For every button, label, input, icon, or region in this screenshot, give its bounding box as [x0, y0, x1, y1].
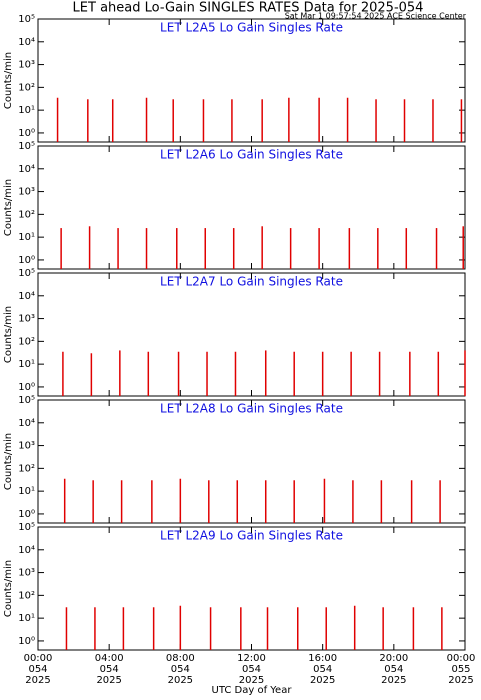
- y-tick-label: 10⁰: [18, 255, 35, 266]
- panel-title: LET L2A5 Lo Gain Singles Rate: [160, 21, 343, 35]
- x-tick-label: 2025: [25, 675, 50, 686]
- y-tick-label: 10⁵: [18, 395, 35, 406]
- y-tick-label: 10¹: [18, 232, 35, 243]
- y-tick-label: 10⁵: [18, 268, 35, 279]
- y-tick-label: 10²: [18, 209, 35, 220]
- y-tick-label: 10²: [18, 82, 35, 93]
- x-tick-label: 054: [313, 664, 332, 675]
- x-tick-label: 00:00: [447, 653, 476, 664]
- x-tick-label: 00:00: [24, 653, 53, 664]
- y-tick-label: 10⁵: [18, 14, 35, 25]
- y-tick-label: 10²: [18, 336, 35, 347]
- x-tick-label: 054: [171, 664, 190, 675]
- y-tick-label: 10³: [18, 187, 35, 198]
- x-tick-label: 054: [28, 664, 47, 675]
- y-axis-label: Counts/min: [3, 179, 14, 236]
- y-tick-label: 10³: [18, 441, 35, 452]
- x-tick-label: 12:00: [237, 653, 266, 664]
- panel-title: LET L2A6 Lo Gain Singles Rate: [160, 148, 343, 162]
- y-tick-label: 10⁵: [18, 522, 35, 533]
- panel-title: LET L2A9 Lo Gain Singles Rate: [160, 529, 343, 543]
- x-tick-label: 2025: [310, 675, 335, 686]
- y-tick-label: 10²: [18, 590, 35, 601]
- y-tick-label: 10⁴: [18, 418, 35, 429]
- y-tick-label: 10¹: [18, 359, 35, 370]
- y-axis-label: Counts/min: [3, 306, 14, 363]
- y-tick-label: 10⁴: [18, 545, 35, 556]
- y-tick-label: 10⁴: [18, 291, 35, 302]
- y-tick-label: 10¹: [18, 486, 35, 497]
- x-tick-label: 2025: [448, 675, 473, 686]
- y-tick-label: 10³: [18, 314, 35, 325]
- x-tick-label: 055: [451, 664, 470, 675]
- page-subtitle: Sat Mar 1 09:57:54 2025 ACE Science Cent…: [285, 12, 467, 21]
- x-tick-label: 2025: [96, 675, 121, 686]
- x-axis-label: UTC Day of Year: [212, 685, 293, 696]
- panel-title: LET L2A8 Lo Gain Singles Rate: [160, 402, 343, 416]
- x-tick-label: 20:00: [379, 653, 408, 664]
- y-tick-label: 10⁰: [18, 636, 35, 647]
- page-title: LET ahead Lo-Gain SINGLES RATES Data for…: [73, 1, 424, 16]
- y-tick-label: 10³: [18, 60, 35, 71]
- x-tick-label: 054: [100, 664, 119, 675]
- y-tick-label: 10²: [18, 463, 35, 474]
- y-tick-label: 10⁴: [18, 37, 35, 48]
- y-tick-label: 10⁰: [18, 509, 35, 520]
- y-tick-label: 10¹: [18, 105, 35, 116]
- y-tick-label: 10⁵: [18, 141, 35, 152]
- y-axis-label: Counts/min: [3, 560, 14, 617]
- x-tick-label: 04:00: [95, 653, 124, 664]
- panel-title: LET L2A7 Lo Gain Singles Rate: [160, 275, 343, 289]
- x-tick-label: 054: [384, 664, 403, 675]
- x-tick-label: 2025: [239, 675, 264, 686]
- x-tick-label: 2025: [381, 675, 406, 686]
- y-tick-label: 10⁰: [18, 128, 35, 139]
- y-tick-label: 10¹: [18, 613, 35, 624]
- y-tick-label: 10⁴: [18, 164, 35, 175]
- y-axis-label: Counts/min: [3, 52, 14, 109]
- y-tick-label: 10⁰: [18, 382, 35, 393]
- x-tick-label: 054: [242, 664, 261, 675]
- y-tick-label: 10³: [18, 568, 35, 579]
- x-tick-label: 16:00: [308, 653, 337, 664]
- y-axis-label: Counts/min: [3, 433, 14, 490]
- x-tick-label: 2025: [168, 675, 193, 686]
- x-tick-label: 08:00: [166, 653, 195, 664]
